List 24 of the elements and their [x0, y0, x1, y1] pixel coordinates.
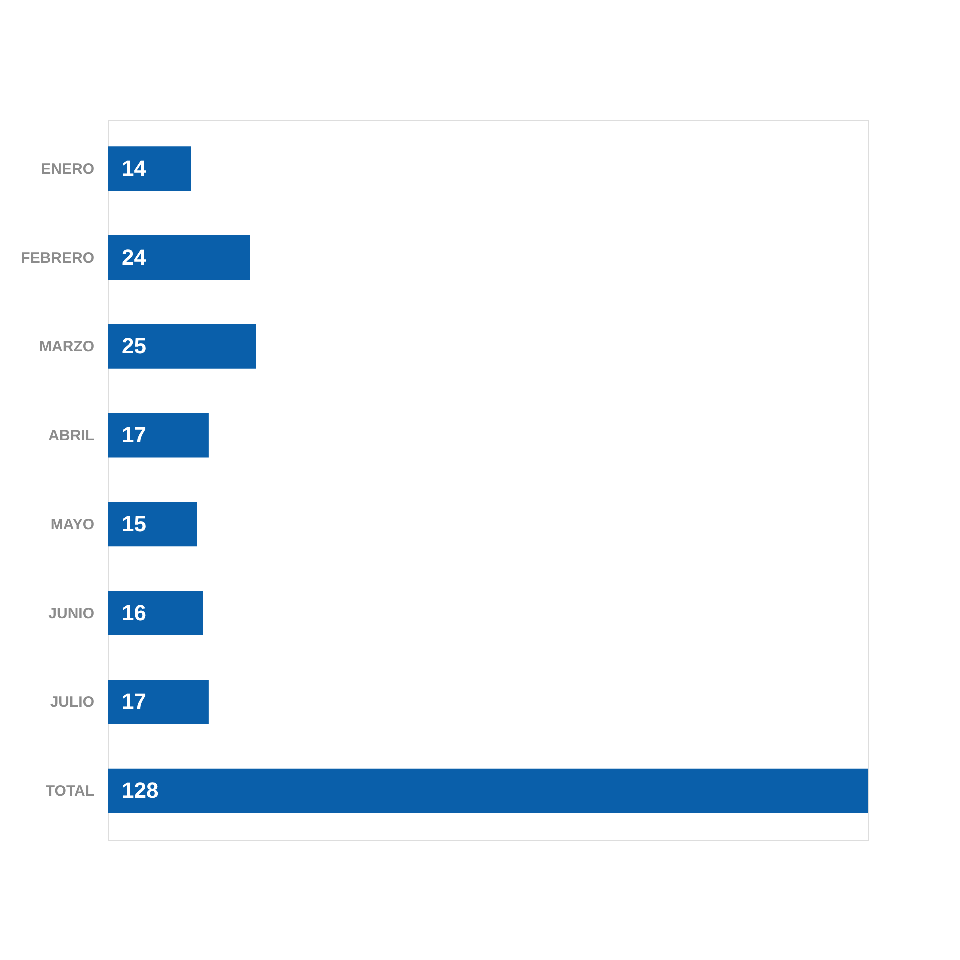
- data-label: 15: [122, 511, 146, 536]
- y-tick-label: MARZO: [40, 338, 95, 356]
- data-label: 16: [122, 600, 146, 626]
- bar: [108, 680, 209, 724]
- data-label: 24: [122, 244, 148, 270]
- y-tick-label: ABRIL: [48, 428, 94, 445]
- y-tick-label: JULIO: [50, 694, 95, 712]
- data-label: 128: [122, 778, 159, 804]
- data-label: 25: [122, 334, 146, 359]
- bar: [108, 413, 209, 458]
- y-tick-label: JUNIO: [48, 605, 95, 622]
- bar: [108, 502, 198, 547]
- y-tick-label: TOTAL: [46, 783, 94, 800]
- data-label: 14: [122, 156, 148, 181]
- y-tick-label: FEBRERO: [21, 250, 95, 267]
- y-tick-label: ENERO: [41, 160, 95, 178]
- data-label: 17: [122, 689, 146, 714]
- data-label: 17: [122, 422, 146, 448]
- bar: [108, 591, 203, 636]
- bar: [108, 146, 192, 192]
- y-tick-label: MAYO: [50, 516, 95, 534]
- bar: [108, 768, 868, 814]
- bar: [108, 236, 250, 280]
- bar: [108, 324, 256, 369]
